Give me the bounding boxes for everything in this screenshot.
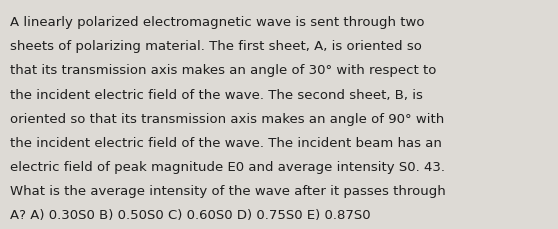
Text: sheets of polarizing material. The first sheet, A, is oriented so: sheets of polarizing material. The first… bbox=[10, 40, 422, 53]
Text: the incident electric field of the wave. The second sheet, B, is: the incident electric field of the wave.… bbox=[10, 88, 423, 101]
Text: oriented so that its transmission axis makes an angle of 90° with: oriented so that its transmission axis m… bbox=[10, 112, 444, 125]
Text: electric field of peak magnitude E0 and average intensity S0. 43.: electric field of peak magnitude E0 and … bbox=[10, 160, 445, 173]
Text: What is the average intensity of the wave after it passes through: What is the average intensity of the wav… bbox=[10, 184, 446, 197]
Text: A linearly polarized electromagnetic wave is sent through two: A linearly polarized electromagnetic wav… bbox=[10, 16, 425, 29]
Text: that its transmission axis makes an angle of 30° with respect to: that its transmission axis makes an angl… bbox=[10, 64, 436, 77]
Text: A? A) 0.30S0 B) 0.50S0 C) 0.60S0 D) 0.75S0 E) 0.87S0: A? A) 0.30S0 B) 0.50S0 C) 0.60S0 D) 0.75… bbox=[10, 208, 371, 221]
Text: the incident electric field of the wave. The incident beam has an: the incident electric field of the wave.… bbox=[10, 136, 442, 149]
